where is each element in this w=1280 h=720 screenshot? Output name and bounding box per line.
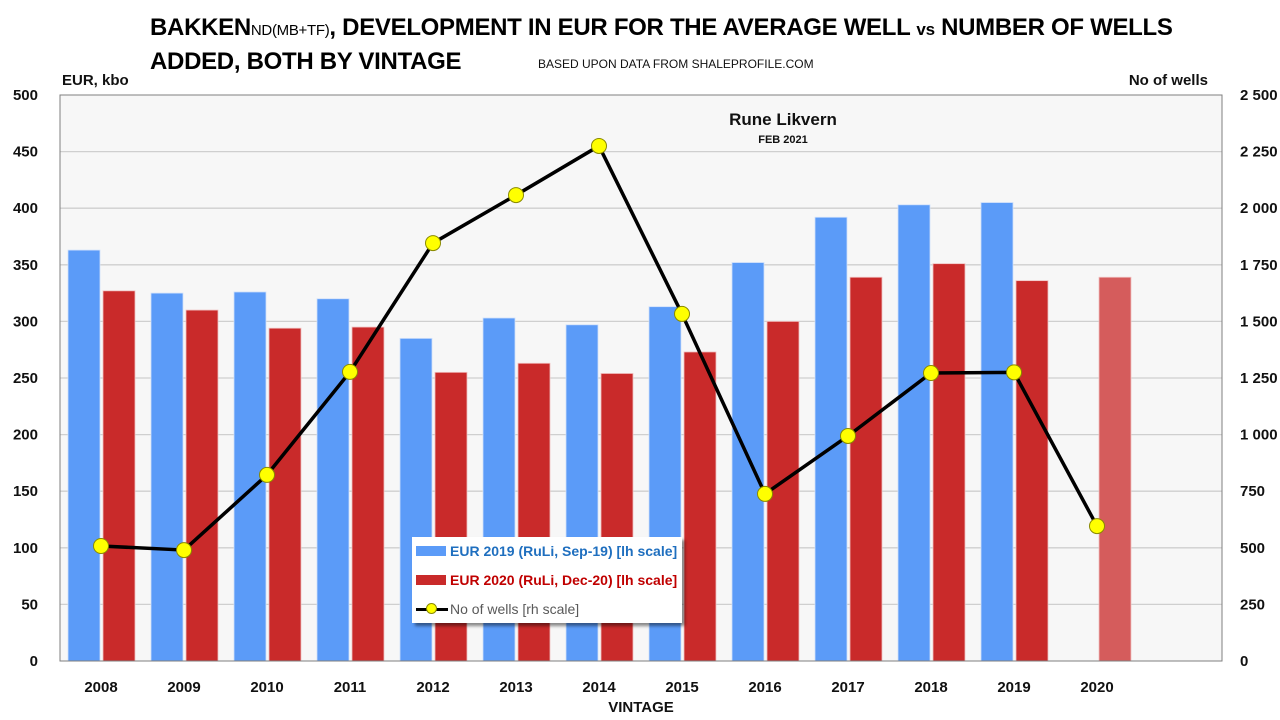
left-tick-label: 0 [30,653,38,670]
x-tick-label: 2012 [416,679,449,696]
right-tick-label: 2 000 [1240,200,1278,217]
bar-eur-2019 [316,298,350,662]
wells-marker [259,466,275,483]
left-tick-label: 200 [13,427,38,444]
x-tick-label: 2020 [1080,679,1113,696]
bar-eur-2019 [897,204,931,662]
left-tick-label: 300 [13,313,38,330]
wells-marker [840,427,856,444]
legend-swatch-eur-2019 [416,546,446,556]
chart-title: BAKKENND(MB+TF), DEVELOPMENT IN EUR FOR … [150,12,1173,77]
wells-marker [176,542,192,559]
bar-eur-2020 [185,309,219,662]
title-vs: vs [916,20,935,39]
bar-eur-2019 [67,249,101,662]
bar-eur-2020 [683,351,717,662]
wells-marker [591,137,607,154]
right-tick-label: 250 [1240,596,1265,613]
left-tick-label: 100 [13,540,38,557]
bar-eur-2019 [731,262,765,662]
wells-marker [674,305,690,322]
watermark-date: FEB 2021 [758,134,808,146]
x-tick-label: 2010 [250,679,283,696]
bar-eur-2020 [268,327,302,662]
bar-eur-2019 [980,202,1014,662]
wells-marker [923,365,939,382]
plot-frame [59,94,1223,662]
right-tick-label: 1 250 [1240,370,1278,387]
legend: EUR 2019 (RuLi, Sep-19) [lh scale] EUR 2… [412,537,682,623]
right-tick-label: 0 [1240,653,1248,670]
left-tick-label: 50 [21,596,38,613]
right-tick-label: 1 000 [1240,427,1278,444]
x-axis-label: VINTAGE [608,699,674,716]
bar-eur-2020 [849,276,883,662]
bar-eur-2020 [102,290,136,662]
wells-marker [508,187,524,204]
right-axis-label: No of wells [1128,72,1208,89]
chart-title-line-1: BAKKENND(MB+TF), DEVELOPMENT IN EUR FOR … [150,12,1173,46]
right-tick-label: 500 [1240,540,1265,557]
legend-label-eur-2020: EUR 2020 (RuLi, Dec-20) [lh scale] [450,572,678,588]
title-rest-2: NUMBER OF WELLS [934,14,1173,41]
legend-label-wells: No of wells [rh scale] [450,601,580,617]
left-tick-label: 400 [13,200,38,217]
marker-icon [426,603,437,614]
wells-marker [1089,518,1105,535]
left-tick-label: 500 [13,87,38,104]
wells-marker [425,235,441,252]
x-tick-label: 2016 [748,679,781,696]
wells-marker [93,537,109,554]
title-sub: ND(MB+TF) [250,22,330,39]
watermark: Rune Likvern FEB 2021 [729,110,837,146]
left-axis-label: EUR, kbo [62,72,129,89]
title-main: BAKKEN [150,14,251,41]
x-tick-label: 2019 [997,679,1030,696]
right-tick-label: 2 250 [1240,144,1278,161]
bar-eur-2020 [351,326,385,662]
wells-marker [342,363,358,380]
right-tick-label: 1 750 [1240,257,1278,274]
legend-swatch-wells [416,603,448,615]
bar-eur-2019 [150,292,184,662]
legend-item-eur-2020: EUR 2020 (RuLi, Dec-20) [lh scale] [416,570,677,590]
x-tick-label: 2009 [167,679,200,696]
legend-item-wells: No of wells [rh scale] [416,599,579,619]
right-tick-label: 2 500 [1240,87,1278,104]
x-tick-label: 2018 [914,679,947,696]
bar-eur-2020 [1098,276,1132,662]
x-tick-label: 2014 [582,679,616,696]
watermark-author: Rune Likvern [729,110,837,129]
left-tick-label: 450 [13,144,38,161]
x-axis-ticks: 2008 2009 2010 2011 2012 2013 2014 2015 2016 2017… [84,679,1113,696]
x-tick-label: 2015 [665,679,698,696]
right-tick-label: 750 [1240,483,1265,500]
x-tick-label: 2013 [499,679,532,696]
x-tick-label: 2011 [334,679,367,696]
legend-item-eur-2019: EUR 2019 (RuLi, Sep-19) [lh scale] [416,541,677,561]
left-tick-label: 350 [13,257,38,274]
legend-label-eur-2019: EUR 2019 (RuLi, Sep-19) [lh scale] [450,543,678,559]
left-axis-ticks: 0 50 100 150 200 250 300 350 400 450 500 [13,87,38,670]
x-tick-label: 2008 [84,679,117,696]
left-tick-label: 150 [13,483,38,500]
data-source-note: BASED UPON DATA FROM SHALEPROFILE.COM [538,57,814,71]
left-tick-label: 250 [13,370,38,387]
right-tick-label: 1 500 [1240,313,1278,330]
wells-line-group [93,137,1105,559]
right-axis-ticks: 0 250 500 750 1 000 1 250 1 500 1 750 2 000 2 250… [1240,87,1278,670]
wells-marker [1006,364,1022,381]
bar-eur-2020 [932,263,966,662]
bar-eur-2020 [1015,280,1049,662]
chart-title-line-2: ADDED, BOTH BY VINTAGE [150,48,462,75]
x-tick-label: 2017 [831,679,864,696]
title-rest-1: , DEVELOPMENT IN EUR FOR THE AVERAGE WEL… [329,14,917,41]
wells-marker [757,485,773,502]
legend-swatch-eur-2020 [416,575,446,585]
